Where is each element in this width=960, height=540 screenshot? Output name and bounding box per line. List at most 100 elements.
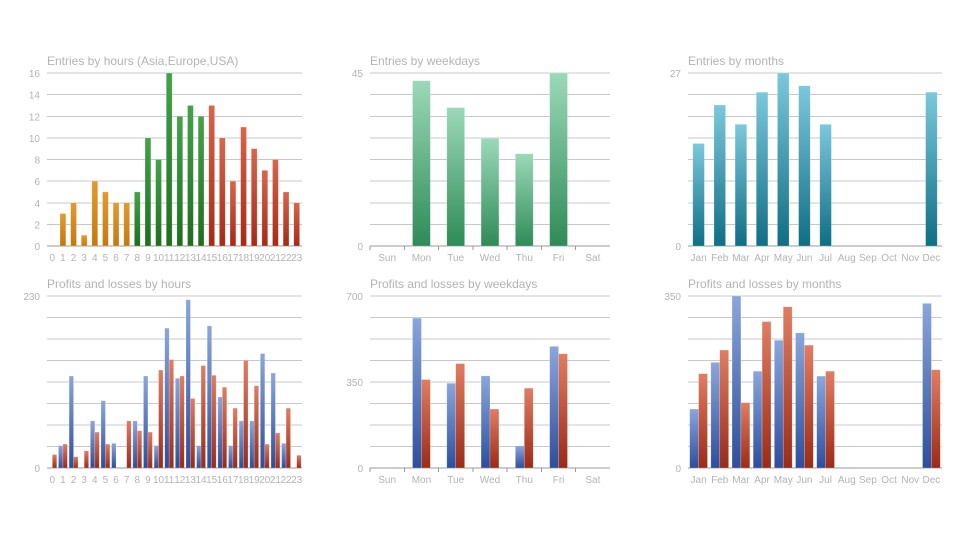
bar (777, 72, 790, 247)
x-tick-label: Fri (553, 475, 565, 486)
bar-profit (412, 317, 422, 469)
bar (293, 202, 300, 247)
bar-loss (179, 375, 185, 469)
bar-loss (147, 431, 153, 469)
x-tick-label: 22 (281, 253, 293, 264)
x-tick-label: 20 (259, 253, 271, 264)
bar (123, 202, 130, 247)
y-tick-label: 0 (357, 464, 363, 475)
bar-profit (132, 420, 138, 469)
bar-profit (143, 375, 149, 469)
chart-title: Profits and losses by hours (47, 277, 191, 291)
y-tick-label: 0 (357, 242, 363, 253)
bar-loss (489, 408, 500, 469)
x-tick-label: 23 (291, 253, 303, 264)
bar-loss (296, 454, 302, 469)
x-tick-label: Sat (585, 475, 600, 486)
bar-loss (275, 432, 281, 469)
bar (144, 137, 152, 247)
bar-loss (168, 359, 174, 469)
bar (176, 115, 184, 247)
x-tick-label: 21 (270, 253, 282, 264)
x-tick-label: Nov (901, 253, 919, 264)
x-tick-label: Fri (553, 253, 565, 264)
y-tick-label: 14 (29, 91, 41, 102)
bar-loss (804, 344, 814, 469)
bar-profit (816, 375, 826, 469)
x-tick-label: Mar (732, 253, 750, 264)
bar (229, 180, 237, 247)
x-tick-label: 13 (185, 475, 197, 486)
x-tick-label: Sep (859, 253, 877, 264)
x-tick-label: 18 (238, 253, 250, 264)
chart-title: Profits and losses by weekdays (370, 277, 537, 291)
bar-loss (523, 387, 534, 469)
x-tick-label: Tue (447, 253, 464, 264)
bar (187, 105, 194, 247)
x-tick-label: 17 (227, 475, 239, 486)
x-tick-label: Feb (711, 475, 729, 486)
y-tick-label: 6 (34, 177, 40, 188)
bar-loss (719, 349, 729, 469)
bar-loss (73, 456, 79, 469)
y-tick-label: 12 (29, 112, 41, 123)
x-tick-label: Feb (711, 253, 729, 264)
chart-title: Entries by months (688, 54, 784, 68)
bar (134, 191, 141, 247)
bar-profit (270, 372, 276, 469)
x-tick-label: Oct (881, 475, 897, 486)
bar-loss (94, 431, 100, 469)
x-tick-label: 10 (153, 253, 165, 264)
bar-loss (264, 443, 270, 469)
y-tick-label: 10 (29, 134, 41, 145)
y-tick-label: 2 (34, 220, 40, 231)
x-tick-label: 5 (103, 253, 109, 264)
x-tick-label: May (774, 475, 793, 486)
y-tick-label: 350 (664, 292, 681, 303)
x-tick-label: 4 (92, 475, 98, 486)
bar-profit (249, 420, 255, 469)
bar (755, 91, 769, 247)
bar-profit (795, 332, 805, 469)
bar (91, 180, 99, 247)
y-tick-label: 350 (346, 378, 363, 389)
bar-profit (731, 295, 742, 469)
x-tick-label: Jan (691, 253, 707, 264)
x-tick-label: Mon (412, 475, 431, 486)
x-tick-label: 19 (249, 475, 261, 486)
x-tick-label: 7 (124, 253, 130, 264)
bar (250, 148, 258, 247)
bar-profit (446, 382, 457, 469)
bar (925, 91, 938, 247)
bar-loss (83, 450, 89, 469)
bar-loss (558, 353, 568, 469)
bar (219, 137, 226, 247)
x-tick-label: Apr (754, 253, 770, 264)
bar-profit (164, 327, 170, 469)
bar (819, 123, 832, 247)
bar-loss (158, 369, 164, 469)
y-tick-label: 4 (34, 199, 40, 210)
bar-loss (222, 386, 228, 469)
bar-profit (217, 396, 223, 469)
y-tick-label: 45 (352, 69, 364, 80)
bar (515, 153, 534, 247)
x-tick-label: Aug (838, 475, 856, 486)
x-tick-label: 18 (238, 475, 250, 486)
bar (155, 159, 162, 247)
x-tick-label: 13 (185, 253, 197, 264)
x-tick-label: 8 (135, 475, 141, 486)
x-tick-label: Sat (585, 253, 600, 264)
x-tick-label: Jun (796, 253, 812, 264)
bar-loss (421, 379, 431, 469)
x-tick-label: 12 (174, 475, 186, 486)
x-tick-label: Jan (691, 475, 707, 486)
y-tick-label: 0 (675, 464, 681, 475)
x-tick-label: 1 (60, 475, 66, 486)
bar-profit (710, 362, 721, 469)
bar (261, 170, 269, 247)
bar-profit (185, 299, 191, 469)
bar-profit (196, 445, 202, 469)
